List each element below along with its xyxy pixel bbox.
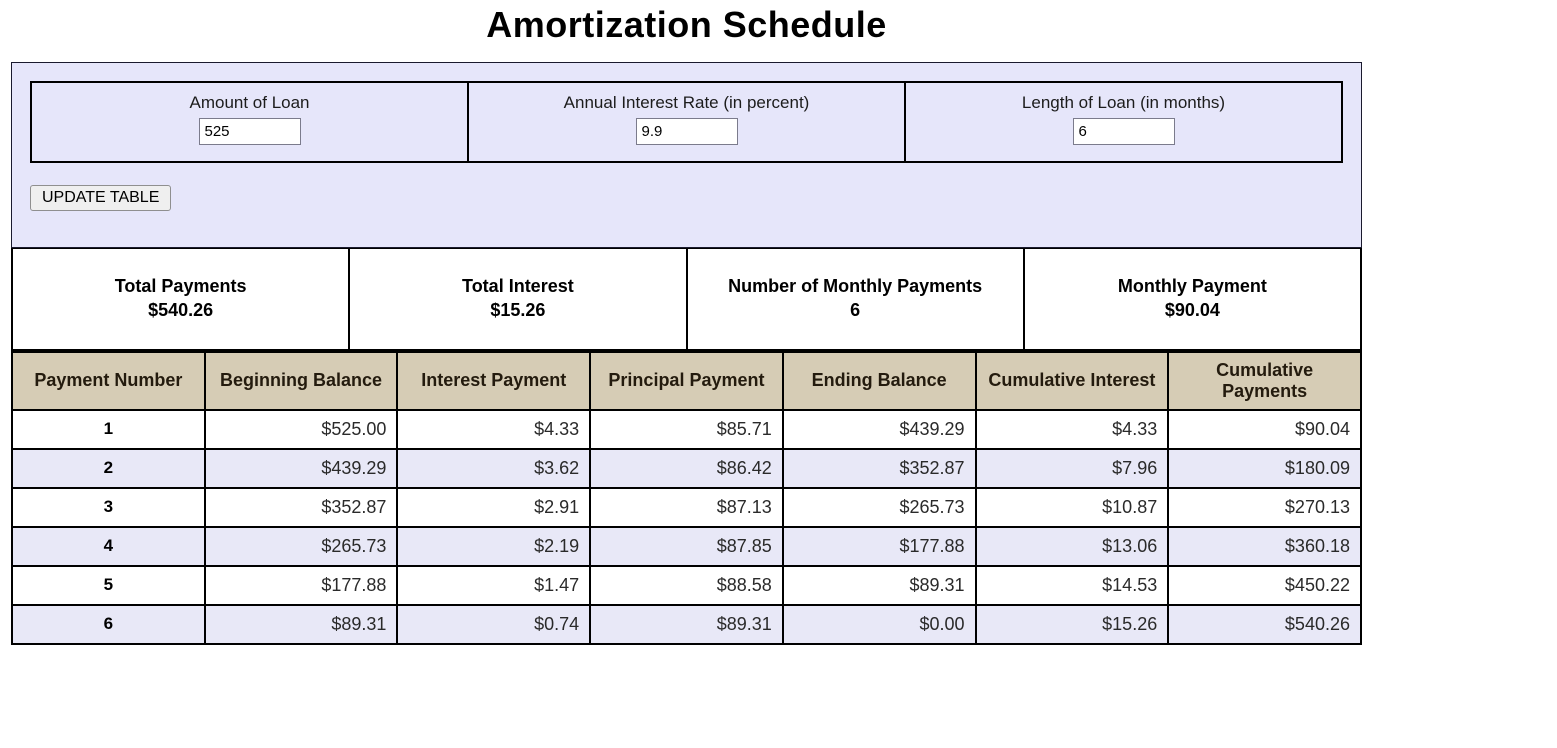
loan-length-label: Length of Loan (in months) — [1021, 93, 1226, 112]
amount-cell: $3.62 — [396, 447, 592, 489]
loan-input-table: Amount of Loan Annual Interest Rate (in … — [30, 81, 1343, 163]
amount-of-loan-input[interactable] — [198, 118, 301, 145]
number-of-payments-label: Number of Monthly Payments — [728, 276, 983, 296]
amount-cell: $4.33 — [396, 408, 592, 450]
page-title: Amortization Schedule — [486, 4, 887, 45]
amount-cell: $1.47 — [396, 564, 592, 606]
amount-cell: $86.42 — [589, 447, 784, 489]
column-header-label: Payment Number — [34, 370, 183, 391]
amount-cell: $265.73 — [203, 525, 399, 567]
total-interest-label: Total Interest — [462, 276, 574, 296]
loan-input-panel: Amount of Loan Annual Interest Rate (in … — [11, 62, 1362, 248]
interest-rate-input[interactable] — [635, 118, 738, 145]
amount-cell: $270.13 — [1167, 486, 1362, 528]
loan-length-input[interactable] — [1072, 118, 1175, 145]
amount-cell: $10.87 — [974, 486, 1170, 528]
payment-number-cell: 6 — [11, 603, 206, 645]
table-row: 5 $177.88 $1.47 $88.58 $89.31 $14.53 $450.22 — [11, 564, 1362, 606]
amount-cell: $4.33 — [974, 408, 1170, 450]
total-interest-value: $15.26 — [490, 300, 546, 321]
interest-rate-cell: Annual Interest Rate (in percent) — [469, 83, 906, 161]
interest-rate-label: Annual Interest Rate (in percent) — [563, 93, 810, 112]
table-body: 1 $525.00 $4.33 $85.71 $439.29 $4.33 $90.04 2 $4… — [11, 408, 1362, 645]
amount-cell: $352.87 — [203, 486, 399, 528]
amount-cell: $89.31 — [589, 603, 784, 645]
amount-cell: $15.26 — [974, 603, 1170, 645]
amount-cell: $88.58 — [589, 564, 784, 606]
amount-of-loan-cell: Amount of Loan — [32, 83, 469, 161]
amount-cell: $0.74 — [396, 603, 592, 645]
amount-cell: $177.88 — [781, 525, 977, 567]
column-header-label: Cumulative Interest — [988, 370, 1156, 391]
column-header: Beginning Balance — [203, 350, 399, 411]
amount-cell: $450.22 — [1167, 564, 1362, 606]
amortization-table: Payment Number Beginning Balance Interest … — [11, 350, 1362, 645]
amount-cell: $7.96 — [974, 447, 1170, 489]
amount-cell: $89.31 — [203, 603, 399, 645]
amount-cell: $87.85 — [589, 525, 784, 567]
table-row: 2 $439.29 $3.62 $86.42 $352.87 $7.96 $180.09 — [11, 447, 1362, 489]
amount-cell: $14.53 — [974, 564, 1170, 606]
column-header-label: Interest Payment — [421, 370, 567, 391]
amount-cell: $2.91 — [396, 486, 592, 528]
table-row: 4 $265.73 $2.19 $87.85 $177.88 $13.06 $360.18 — [11, 525, 1362, 567]
column-header: Ending Balance — [781, 350, 977, 411]
table-row: 6 $89.31 $0.74 $89.31 $0.00 $15.26 $540.26 — [11, 603, 1362, 645]
payment-number-cell: 4 — [11, 525, 206, 567]
column-header: Cumulative Payments — [1167, 350, 1362, 411]
table-row: 1 $525.00 $4.33 $85.71 $439.29 $4.33 $90.04 — [11, 408, 1362, 450]
amount-cell: $265.73 — [781, 486, 977, 528]
number-of-payments-value: 6 — [850, 300, 861, 321]
loan-length-cell: Length of Loan (in months) — [906, 83, 1341, 161]
amount-cell: $439.29 — [781, 408, 977, 450]
total-payments-label: Total Payments — [114, 276, 247, 296]
amortization-app: Amortization Schedule Amount of Loan Ann… — [11, 0, 1362, 645]
amount-cell: $180.09 — [1167, 447, 1362, 489]
column-header: Interest Payment — [396, 350, 592, 411]
amount-cell: $13.06 — [974, 525, 1170, 567]
amount-cell: $540.26 — [1167, 603, 1362, 645]
payment-number-cell: 5 — [11, 564, 206, 606]
amount-cell: $352.87 — [781, 447, 977, 489]
table-row: 3 $352.87 $2.91 $87.13 $265.73 $10.87 $270.13 — [11, 486, 1362, 528]
amount-cell: $87.13 — [589, 486, 784, 528]
payment-number-cell: 3 — [11, 486, 206, 528]
total-payments-value: $540.26 — [148, 300, 214, 321]
update-table-button[interactable]: UPDATE TABLE — [30, 185, 172, 211]
summary-row: Total Payments $540.26 Total Interest $1… — [11, 248, 1362, 351]
column-header: Cumulative Interest — [974, 350, 1170, 411]
monthly-payment-label: Monthly Payment — [1117, 276, 1267, 296]
column-header: Principal Payment — [589, 350, 784, 411]
amount-cell: $177.88 — [203, 564, 399, 606]
amount-cell: $0.00 — [781, 603, 977, 645]
amount-cell: $90.04 — [1167, 408, 1362, 450]
column-header: Payment Number — [11, 350, 206, 411]
monthly-payment-value: $90.04 — [1164, 300, 1220, 321]
amount-cell: $525.00 — [203, 408, 399, 450]
amount-cell: $439.29 — [203, 447, 399, 489]
payment-number-cell: 2 — [11, 447, 206, 489]
amount-cell: $85.71 — [589, 408, 784, 450]
amount-cell: $89.31 — [781, 564, 977, 606]
total-payments-cell: Total Payments $540.26 — [13, 249, 351, 349]
number-of-payments-cell: Number of Monthly Payments 6 — [688, 249, 1025, 349]
amount-of-loan-label: Amount of Loan — [189, 93, 310, 112]
monthly-payment-cell: Monthly Payment $90.04 — [1025, 249, 1360, 349]
column-header-label: Ending Balance — [811, 370, 947, 391]
amount-cell: $2.19 — [396, 525, 592, 567]
column-header-label: Beginning Balance — [220, 370, 383, 391]
column-header-label: Principal Payment — [608, 370, 765, 391]
amount-cell: $360.18 — [1167, 525, 1362, 567]
column-header-label: Cumulative Payments — [1216, 359, 1314, 401]
total-interest-cell: Total Interest $15.26 — [350, 249, 688, 349]
table-head: Payment Number Beginning Balance Interest … — [11, 350, 1362, 411]
payment-number-cell: 1 — [11, 408, 206, 450]
table-header-row: Payment Number Beginning Balance Interest … — [11, 350, 1362, 411]
